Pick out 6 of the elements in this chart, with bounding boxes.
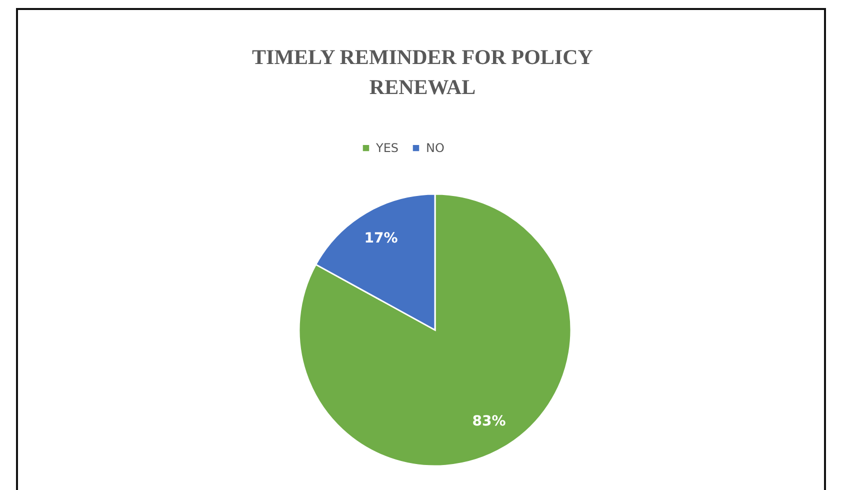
chart-title: TIMELY REMINDER FOR POLICY RENEWAL	[252, 45, 593, 99]
legend-label: YES	[375, 141, 399, 156]
data-label: 17%	[364, 230, 398, 247]
legend-label: NO	[426, 141, 444, 156]
data-label: 83%	[472, 413, 506, 430]
pie-slice	[298, 193, 572, 467]
